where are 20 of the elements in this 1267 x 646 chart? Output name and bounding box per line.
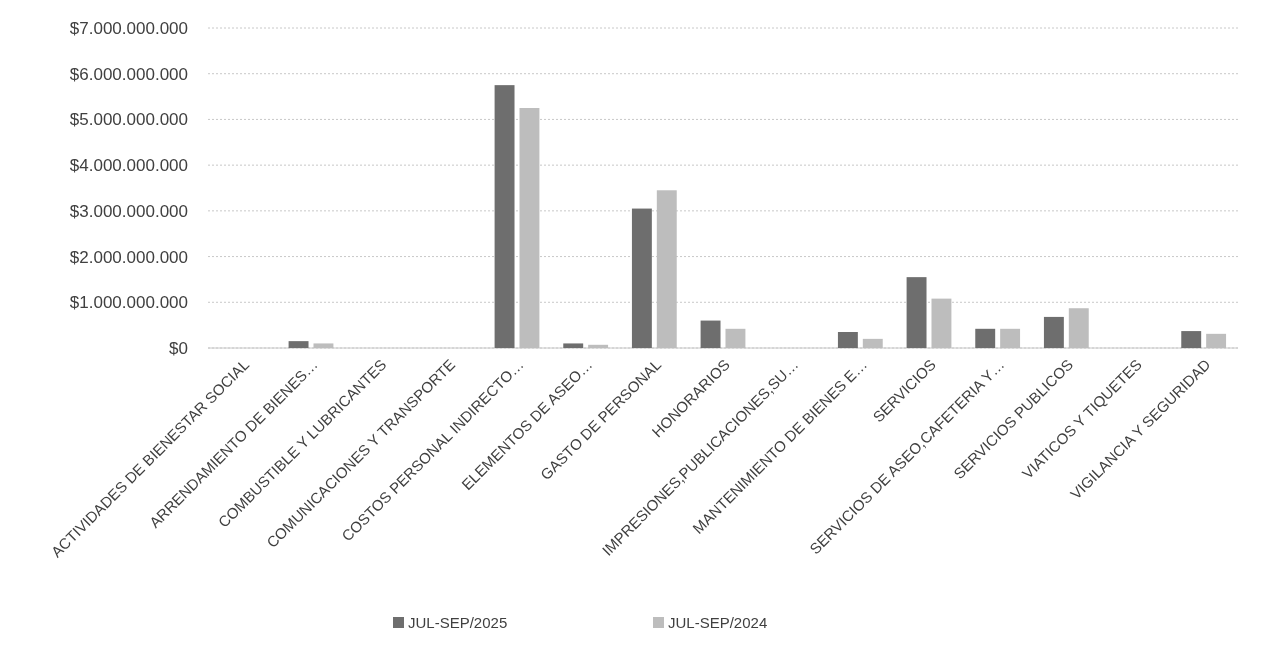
bar (837, 332, 858, 348)
bar (975, 328, 996, 348)
y-tick-label: $1.000.000.000 (69, 293, 188, 313)
bar (1043, 316, 1064, 348)
y-tick-label: $4.000.000.000 (69, 156, 188, 176)
y-tick-label: $7.000.000.000 (69, 18, 188, 38)
y-tick-label: $0 (169, 338, 188, 358)
y-tick-label: $2.000.000.000 (69, 247, 188, 267)
y-tick-label: $5.000.000.000 (69, 110, 188, 130)
bar (494, 85, 515, 348)
bar (563, 343, 584, 348)
y-tick-label: $3.000.000.000 (69, 201, 188, 221)
bar (631, 208, 652, 348)
bar (1181, 331, 1202, 348)
legend-label: JUL-SEP/2025 (408, 614, 508, 632)
bar (700, 320, 721, 348)
bar (906, 277, 927, 348)
bar (288, 341, 309, 348)
y-tick-label: $6.000.000.000 (69, 64, 188, 84)
legend-label: JUL-SEP/2024 (668, 614, 768, 632)
